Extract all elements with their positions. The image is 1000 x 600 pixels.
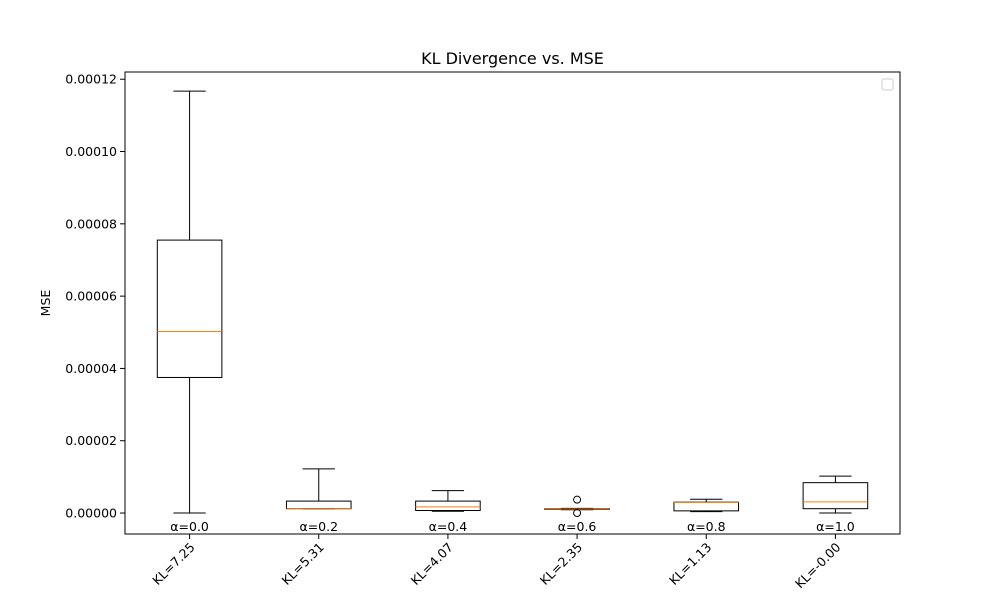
box-series: [156, 90, 869, 518]
x-axis: KL=7.25 KL=5.31 KL=4.07 KL=2.35 KL=1.13 KL=-0…: [149, 534, 844, 591]
outlier-point: [573, 495, 582, 504]
box-1: [285, 468, 352, 510]
alpha-label: α=0.6: [558, 519, 597, 534]
box-2: [415, 490, 481, 512]
x-tick-label: KL=1.13: [666, 540, 714, 588]
alpha-annotations: α=0.0 α=0.2 α=0.4 α=0.6 α=0.8 α=1.0: [170, 519, 854, 534]
box-0: [156, 90, 223, 514]
chart-title: KL Divergence vs. MSE: [421, 49, 604, 68]
box-body: [415, 500, 481, 512]
x-tick-label: KL=4.07: [408, 540, 456, 588]
box-body: [802, 482, 869, 510]
x-tick-label: KL=-0.00: [792, 539, 844, 591]
y-tick-label: 0.00012: [65, 72, 117, 87]
box-4: [673, 498, 740, 513]
x-tick-label: KL=5.31: [278, 540, 326, 588]
x-tick-label: KL=7.25: [149, 540, 197, 588]
y-axis: 0.00000 0.00002 0.00004 0.00006 0.00008 0.000…: [65, 72, 125, 521]
alpha-label: α=1.0: [816, 519, 855, 534]
outlier-point: [573, 509, 582, 518]
box-3: [544, 495, 610, 518]
y-tick-label: 0.00008: [65, 216, 117, 231]
y-axis-label: MSE: [38, 290, 53, 317]
box-body: [156, 239, 223, 378]
y-tick-label: 0.00004: [65, 361, 117, 376]
x-tick-label: KL=2.35: [537, 540, 585, 588]
alpha-label: α=0.2: [299, 519, 338, 534]
alpha-label: α=0.4: [429, 519, 468, 534]
y-tick-label: 0.00002: [65, 433, 117, 448]
y-tick-label: 0.00010: [65, 144, 117, 159]
legend-box: [881, 78, 894, 91]
alpha-label: α=0.8: [687, 519, 726, 534]
y-tick-label: 0.00006: [65, 289, 117, 304]
box-5: [802, 475, 869, 514]
alpha-label: α=0.0: [170, 519, 209, 534]
plot-area: [124, 71, 901, 535]
y-tick-label: 0.00000: [65, 506, 117, 521]
